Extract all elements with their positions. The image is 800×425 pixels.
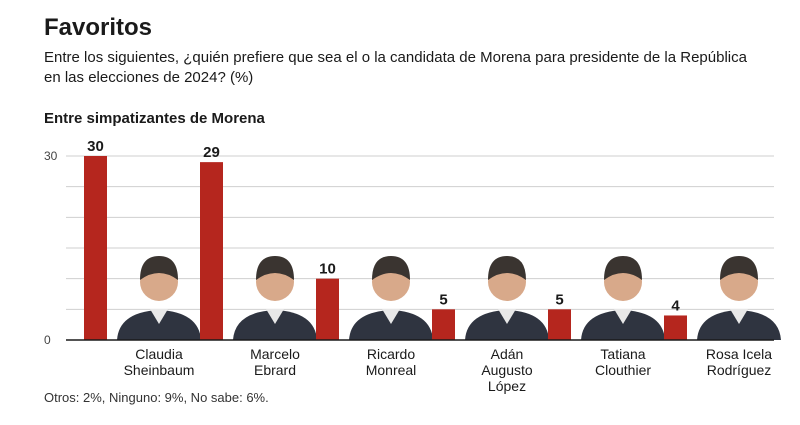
data-label: 5 [555, 291, 563, 308]
portrait-hair [604, 256, 642, 280]
y-tick-label: 30 [44, 149, 58, 163]
portrait-icon [697, 256, 781, 340]
portrait-hair [140, 256, 178, 280]
portrait-collar [614, 309, 632, 324]
grid-layer [66, 155, 774, 310]
portrait-collar [266, 309, 284, 324]
x-tick-label-line: Rosa Icela [706, 346, 772, 362]
bar [84, 156, 107, 340]
x-tick-label-line: Ebrard [254, 362, 296, 378]
portrait-icon [117, 256, 201, 340]
portrait-shoulders [465, 310, 549, 340]
chart-subtitle: Entre los siguientes, ¿quién prefiere qu… [44, 49, 747, 86]
portrait-icon [349, 256, 433, 340]
x-tick-label-line: Clouthier [595, 362, 651, 378]
portrait-icon [465, 256, 549, 340]
portrait-shoulders [349, 310, 433, 340]
bar [664, 315, 687, 340]
data-label: 29 [203, 144, 220, 161]
portrait-collar [382, 309, 400, 324]
x-tick-label-line: Claudia [135, 346, 183, 362]
portrait-shoulders [581, 310, 665, 340]
x-tick-label-line: Adán [491, 346, 524, 362]
data-label: 5 [439, 291, 447, 308]
data-label: 10 [319, 261, 336, 278]
portrait-hair [256, 256, 294, 280]
portrait-shoulders [697, 310, 781, 340]
x-tick-label: Tatiana Clouthier [595, 346, 651, 378]
portrait-icon [581, 256, 665, 340]
portrait-collar [150, 309, 168, 324]
bar [548, 309, 571, 340]
footnote: Otros: 2%, Ninguno: 9%, No sabe: 6%. [44, 390, 269, 405]
x-tick-label-line: Marcelo [250, 346, 300, 362]
y-tick-label: 0 [44, 333, 51, 347]
portrait-collar [498, 309, 516, 324]
data-label: 30 [87, 138, 104, 155]
bar [432, 309, 455, 340]
portrait-hair [720, 256, 758, 280]
label-layer: 0 30 30 Claudia Sheinbaum 29 Marcelo Ebrard 10 Ri… [44, 138, 774, 394]
x-tick-label-line: Augusto [481, 362, 533, 378]
chart-title: Favoritos [44, 14, 153, 41]
portrait-shoulders [233, 310, 317, 340]
x-tick-label-line: Monreal [366, 362, 417, 378]
portrait-hair [488, 256, 526, 280]
bar [316, 278, 339, 340]
x-tick-label: Ricardo Monreal [366, 346, 417, 378]
x-tick-label: Marcelo Ebrard [250, 346, 300, 378]
portrait-hair [372, 256, 410, 280]
portrait-collar [730, 309, 748, 324]
portrait-icon [233, 256, 317, 340]
portrait-shoulders [117, 310, 201, 340]
x-tick-label-line: Rodríguez [707, 362, 772, 378]
x-tick-label: Claudia Sheinbaum [124, 346, 195, 378]
x-tick-label: Rosa Icela Rodríguez [706, 346, 772, 378]
x-tick-label-line: López [488, 378, 526, 394]
portrait-layer [117, 256, 781, 340]
bar-layer [84, 156, 687, 340]
x-tick-label-line: Tatiana [600, 346, 645, 362]
bar [200, 162, 223, 340]
x-tick-label-line: Ricardo [367, 346, 415, 362]
group-label: Entre simpatizantes de Morena [44, 110, 265, 127]
data-label: 4 [671, 297, 680, 314]
x-tick-label: Adán Augusto López [481, 346, 533, 394]
x-tick-label-line: Sheinbaum [124, 362, 195, 378]
